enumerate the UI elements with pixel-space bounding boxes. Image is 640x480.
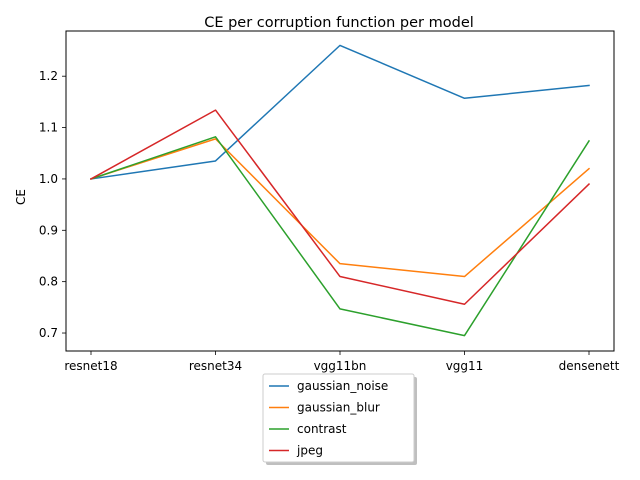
series-layer — [89, 44, 591, 337]
legend-label: jpeg — [296, 444, 323, 458]
y-tick-label: 0.9 — [39, 223, 58, 237]
series-line-gaussian-blur — [90, 138, 591, 278]
chart-title: CE per corruption function per model — [204, 15, 474, 31]
x-tick-label: densenett — [559, 359, 620, 373]
y-tick-label: 0.8 — [39, 275, 58, 289]
series-line-jpeg — [89, 109, 591, 306]
legend: gaussian_noise gaussian_blur contrast jpeg — [262, 373, 417, 465]
y-tick-label: 0.7 — [39, 326, 58, 340]
x-tick-label: resnet18 — [64, 359, 117, 373]
series-line-contrast — [90, 136, 591, 337]
x-tick-label: vgg11 — [446, 359, 484, 373]
legend-label: gaussian_blur — [297, 401, 380, 415]
y-axis: 0.7 0.8 0.9 1.0 1.1 1.2 — [39, 69, 66, 340]
x-tick-label: resnet34 — [189, 359, 242, 373]
legend-label: gaussian_noise — [297, 379, 388, 393]
plot-frame — [65, 30, 615, 352]
y-tick-label: 1.0 — [39, 172, 58, 186]
x-axis: resnet18 resnet34 vgg11bn vgg11 densenett — [64, 351, 620, 373]
y-tick-label: 1.1 — [39, 121, 58, 135]
x-tick-label: vgg11bn — [314, 359, 367, 373]
series-line-gaussian-noise — [90, 44, 590, 180]
y-tick-label: 1.2 — [39, 69, 58, 83]
y-axis-label: CE — [14, 189, 28, 205]
legend-label: contrast — [297, 422, 347, 436]
legend-box — [262, 373, 415, 463]
